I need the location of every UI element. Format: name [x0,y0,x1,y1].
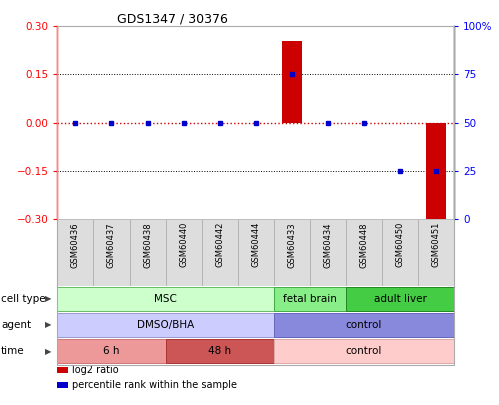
Text: GSM60442: GSM60442 [215,222,224,267]
Bar [274,287,346,311]
Bar [130,219,166,286]
Text: ▶: ▶ [45,347,52,356]
Text: GSM60448: GSM60448 [359,222,368,268]
Text: control: control [346,320,382,330]
Bar [93,219,130,286]
Bar [282,41,302,122]
Bar [310,219,346,286]
Text: log2 ratio: log2 ratio [72,365,119,375]
Text: control: control [346,346,382,356]
Text: ▶: ▶ [45,294,52,303]
Text: GSM60433: GSM60433 [287,222,296,268]
Bar [274,313,454,337]
Bar [57,313,274,337]
Bar [274,339,454,363]
Bar [202,219,238,286]
Text: GSM60440: GSM60440 [179,222,188,267]
Bar [57,219,93,286]
Bar [346,219,382,286]
Text: DMSO/BHA: DMSO/BHA [137,320,194,330]
Text: agent: agent [1,320,31,330]
Bar [57,339,166,363]
Bar [166,339,274,363]
Text: GSM60444: GSM60444 [251,222,260,267]
Text: GSM60436: GSM60436 [71,222,80,268]
Text: GSM60438: GSM60438 [143,222,152,268]
Text: percentile rank within the sample: percentile rank within the sample [72,380,238,390]
Bar [418,219,454,286]
Text: adult liver: adult liver [374,294,427,304]
Text: GSM60437: GSM60437 [107,222,116,268]
Text: GDS1347 / 30376: GDS1347 / 30376 [117,12,228,25]
Text: MSC: MSC [154,294,177,304]
Bar [426,122,446,220]
Bar [166,219,202,286]
Text: GSM60450: GSM60450 [396,222,405,267]
Text: 48 h: 48 h [208,346,231,356]
Text: GSM60434: GSM60434 [323,222,332,268]
Bar [238,219,274,286]
Bar [382,219,418,286]
Text: 6 h: 6 h [103,346,120,356]
Text: ▶: ▶ [45,320,52,330]
Text: fetal brain: fetal brain [283,294,337,304]
Text: time: time [1,346,24,356]
Bar [57,287,274,311]
Bar [274,219,310,286]
Text: GSM60451: GSM60451 [432,222,441,267]
Bar [346,287,454,311]
Text: cell type: cell type [1,294,45,304]
